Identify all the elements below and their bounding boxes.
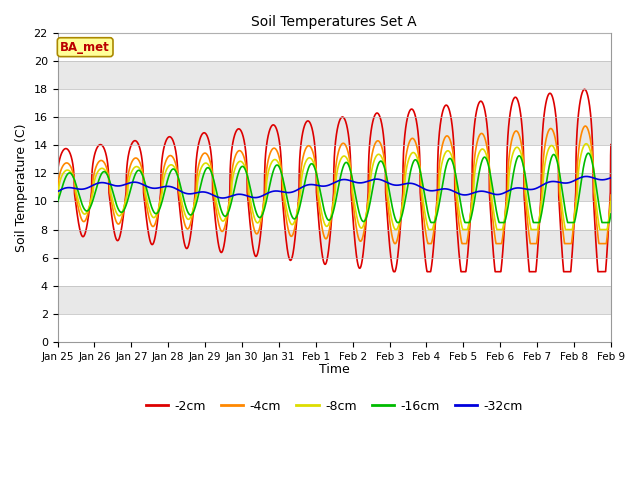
Bar xyxy=(58,145,611,173)
Title: Soil Temperatures Set A: Soil Temperatures Set A xyxy=(252,15,417,29)
Text: BA_met: BA_met xyxy=(60,41,110,54)
Bar xyxy=(58,258,611,286)
Bar xyxy=(58,229,611,258)
Bar xyxy=(58,89,611,117)
Bar xyxy=(58,286,611,314)
Bar xyxy=(58,61,611,89)
Bar xyxy=(58,202,611,229)
X-axis label: Time: Time xyxy=(319,363,349,376)
Bar xyxy=(58,33,611,61)
Legend: -2cm, -4cm, -8cm, -16cm, -32cm: -2cm, -4cm, -8cm, -16cm, -32cm xyxy=(141,395,528,418)
Bar xyxy=(58,117,611,145)
Y-axis label: Soil Temperature (C): Soil Temperature (C) xyxy=(15,123,28,252)
Bar xyxy=(58,173,611,202)
Bar xyxy=(58,314,611,342)
